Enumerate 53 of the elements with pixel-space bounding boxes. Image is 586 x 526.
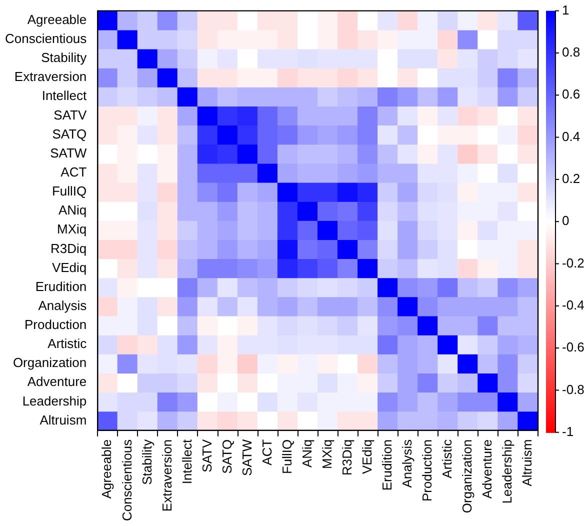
y-tick-label: Altruism <box>40 412 87 428</box>
y-tick-label: SATQ <box>52 126 87 142</box>
y-tick-label: Erudition <box>35 278 87 294</box>
x-tick-label: VEdiq <box>359 439 374 474</box>
x-tick-label: Organization <box>460 439 475 514</box>
y-tick-label: R3Diq <box>50 240 87 256</box>
y-tick-label: Conscientious <box>5 30 88 46</box>
x-tick-label: R3Diq <box>339 439 354 476</box>
color-bar-label: -0.4 <box>562 297 584 312</box>
x-tick-label: Altruism <box>520 439 535 486</box>
y-tick-label: ACT <box>60 164 87 180</box>
y-tick-label: Agreeable <box>27 12 87 27</box>
y-tick-label: Adventure <box>27 374 87 390</box>
x-tick-label: Artistic <box>440 438 455 478</box>
x-tick-label: Intellect <box>179 438 194 484</box>
x-tick-label: Leadership <box>500 439 515 504</box>
y-tick-label: Organization <box>12 355 87 370</box>
color-bar-label: 1 <box>562 2 570 18</box>
color-bar-label: 0.4 <box>562 128 580 144</box>
y-tick-label: FullIQ <box>52 184 87 199</box>
y-tick-label: Extraversion <box>14 69 87 84</box>
x-tick-label: SATV <box>199 439 214 472</box>
y-tick-label: SATV <box>54 107 87 122</box>
y-tick-label: SATW <box>50 145 88 160</box>
x-tick-label: Production <box>419 439 434 502</box>
x-tick-label: MXiq <box>319 439 334 469</box>
y-tick-label: Intellect <box>42 88 88 104</box>
y-tick-label: VEdiq <box>52 260 87 275</box>
y-tick-label: ANiq <box>58 202 87 218</box>
y-tick-label: Stability <box>41 50 88 66</box>
x-tick-label: Extraversion <box>159 439 174 512</box>
x-tick-label: Analysis <box>399 438 414 488</box>
y-tick-label: Leadership <box>22 393 87 408</box>
x-tick-label: Erudition <box>379 439 394 491</box>
y-tick-label: Production <box>24 317 87 332</box>
x-tick-label: Adventure <box>480 439 495 499</box>
color-bar-label: 0.2 <box>562 170 580 186</box>
x-tick-label: SATW <box>239 438 254 476</box>
y-tick-label: MXiq <box>57 222 87 237</box>
x-tick-label: Stability <box>139 438 154 485</box>
x-tick-label: FullIQ <box>279 439 294 474</box>
color-bar-label: 0 <box>562 213 570 228</box>
color-bar-label: 0.6 <box>562 86 580 102</box>
x-tick-label: ACT <box>259 439 274 466</box>
x-tick-label: SATQ <box>219 439 234 474</box>
color-bar-label: -0.6 <box>562 340 584 355</box>
color-bar-label: -1 <box>562 424 574 439</box>
color-bar-label: -0.8 <box>562 382 584 397</box>
y-tick-label: Artistic <box>48 336 88 352</box>
color-bar-label: -0.2 <box>562 255 584 270</box>
color-bar-label: 0.8 <box>562 44 580 60</box>
y-tick-label: Analysis <box>38 298 88 313</box>
x-tick-label: ANiq <box>299 439 314 468</box>
